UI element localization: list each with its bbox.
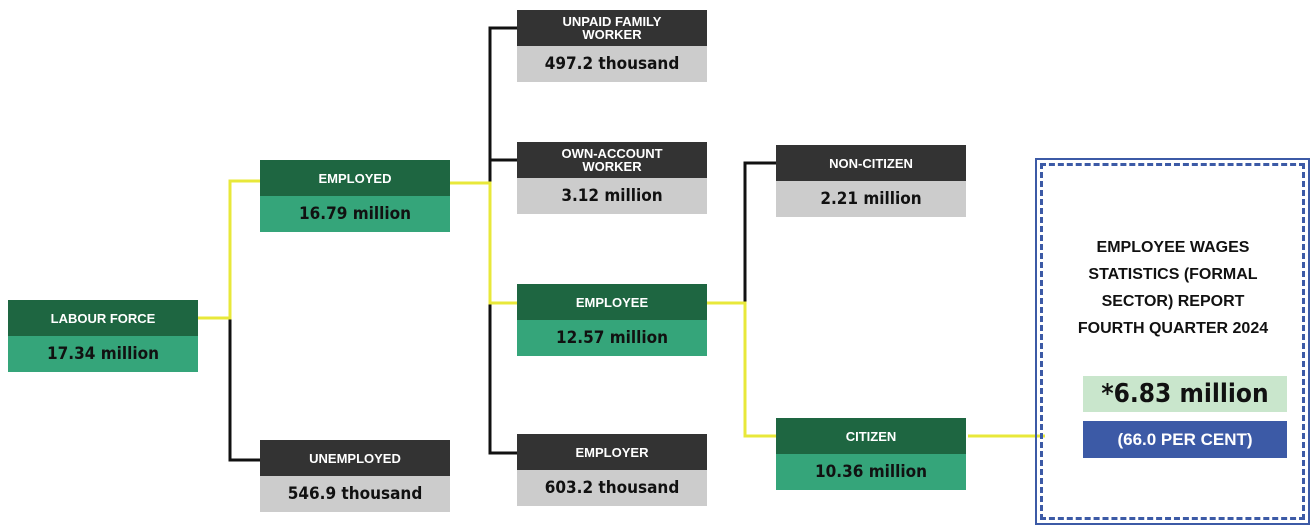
report-share: (66.0 PER CENT) [1083,421,1287,458]
connector [488,26,517,455]
node: NON-CITIZEN 2.21 million [776,145,966,217]
node: EMPLOYER 603.2 thousand [517,434,707,506]
node-label: OWN-ACCOUNT WORKER [517,142,707,178]
node: LABOUR FORCE 17.34 million [8,300,198,372]
node-value: 10.36 million [776,454,966,490]
node-label: UNPAID FAMILY WORKER [517,10,707,46]
report-title: EMPLOYEE WAGES STATISTICS (FORMAL SECTOR… [1077,239,1269,337]
node-label: CITIZEN [776,418,966,454]
node: EMPLOYEE 12.57 million [517,284,707,356]
node: UNPAID FAMILY WORKER 497.2 thousand [517,10,707,82]
connector [743,161,776,303]
report-value: *6.83 million [1083,376,1287,412]
node-label: EMPLOYED [260,160,450,196]
node: OWN-ACCOUNT WORKER 3.12 million [517,142,707,214]
node: CITIZEN 10.36 million [776,418,966,490]
node-value: 3.12 million [517,178,707,214]
node: EMPLOYED 16.79 million [260,160,450,232]
connector [198,179,260,320]
node-label: EMPLOYEE [517,284,707,320]
node-label: NON-CITIZEN [776,145,966,181]
node-value: 17.34 million [8,336,198,372]
node-label: LABOUR FORCE [8,300,198,336]
node-label: UNEMPLOYED [260,440,450,476]
node-label: EMPLOYER [517,434,707,470]
node-value: 546.9 thousand [260,476,450,512]
connector [450,181,517,305]
node: UNEMPLOYED 546.9 thousand [260,440,450,512]
node-value: 2.21 million [776,181,966,217]
node-value: 603.2 thousand [517,470,707,506]
report-box: EMPLOYEE WAGES STATISTICS (FORMAL SECTOR… [1035,158,1310,525]
connector [707,301,1045,438]
node-value: 12.57 million [517,320,707,356]
connector [228,318,260,462]
node-value: 497.2 thousand [517,46,707,82]
node-value: 16.79 million [260,196,450,232]
